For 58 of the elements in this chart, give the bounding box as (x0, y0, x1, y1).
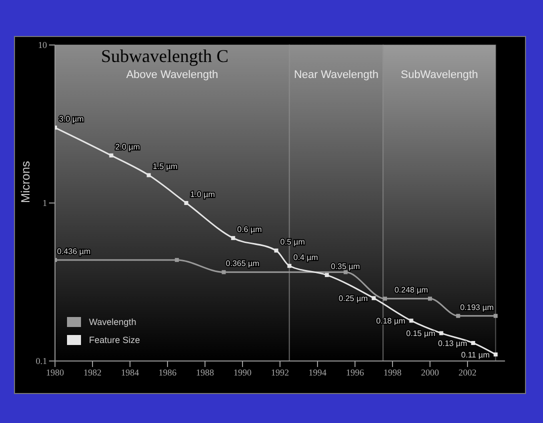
data-label: 0.5 µm (280, 238, 306, 247)
data-label: 0.18 µm (376, 316, 406, 326)
point (372, 296, 376, 300)
data-label: 0.15 µm (406, 329, 436, 338)
point (439, 331, 444, 336)
data-label: 3.0 µm (59, 114, 84, 124)
band-label: Near Wavelength (292, 68, 380, 81)
data-label: 0.25 µm (338, 294, 368, 304)
x-tick-label: 1982 (84, 367, 102, 378)
data-label: 0.248 µm (394, 286, 428, 295)
point (274, 248, 278, 253)
point (184, 201, 188, 205)
x-tick-label: 1996 (346, 367, 364, 378)
point (494, 352, 498, 356)
data-label: 2.0 µm (115, 142, 140, 152)
point (109, 153, 114, 158)
x-tick-label: 1988 (196, 367, 214, 378)
point (428, 296, 432, 301)
point (146, 173, 151, 178)
data-label: 0.35 µm (330, 262, 360, 272)
data-label: 1.0 µm (190, 190, 216, 199)
point (471, 340, 476, 345)
point (344, 270, 348, 274)
point (456, 314, 460, 318)
data-label: 0.193 µm (460, 302, 494, 312)
point (287, 264, 292, 268)
data-label: 0.6 µm (237, 225, 262, 234)
y-tick-label: 10 (38, 40, 48, 50)
x-tick-label: 2002 (458, 367, 476, 378)
data-label: 1.5 µm (152, 162, 178, 172)
y-tick-label: 0.1 (36, 356, 47, 366)
data-label: 0.365 µm (226, 259, 260, 268)
data-label: 0.4 µm (293, 252, 318, 262)
y-tick-label: 1 (42, 198, 47, 208)
legend-label: Wavelength (89, 317, 136, 327)
point (324, 273, 329, 278)
x-tick-label: 1990 (234, 367, 252, 378)
band-label: Above Wavelength (125, 68, 220, 81)
point (383, 296, 387, 301)
point (494, 314, 498, 318)
x-tick-label: 1984 (121, 367, 140, 378)
data-label: 0.13 µm (438, 338, 468, 348)
chart-title: Subwavelength C (101, 46, 228, 67)
band-label: SubWavelength (400, 68, 479, 81)
point (222, 270, 226, 274)
x-tick-label: 1992 (271, 367, 289, 378)
point (174, 258, 179, 262)
point (231, 236, 236, 240)
legend-label: Feature Size (89, 335, 140, 345)
data-label: 0.436 µm (57, 246, 91, 256)
data-label: 0.11 µm (461, 350, 490, 360)
x-tick-label: 1980 (46, 367, 64, 378)
x-tick-label: 1986 (158, 367, 177, 378)
point (409, 318, 414, 323)
x-tick-label: 1994 (308, 367, 327, 378)
x-tick-label: 2000 (421, 367, 440, 378)
x-tick-label: 1998 (384, 367, 402, 378)
y-axis-title: Microns (18, 160, 32, 203)
